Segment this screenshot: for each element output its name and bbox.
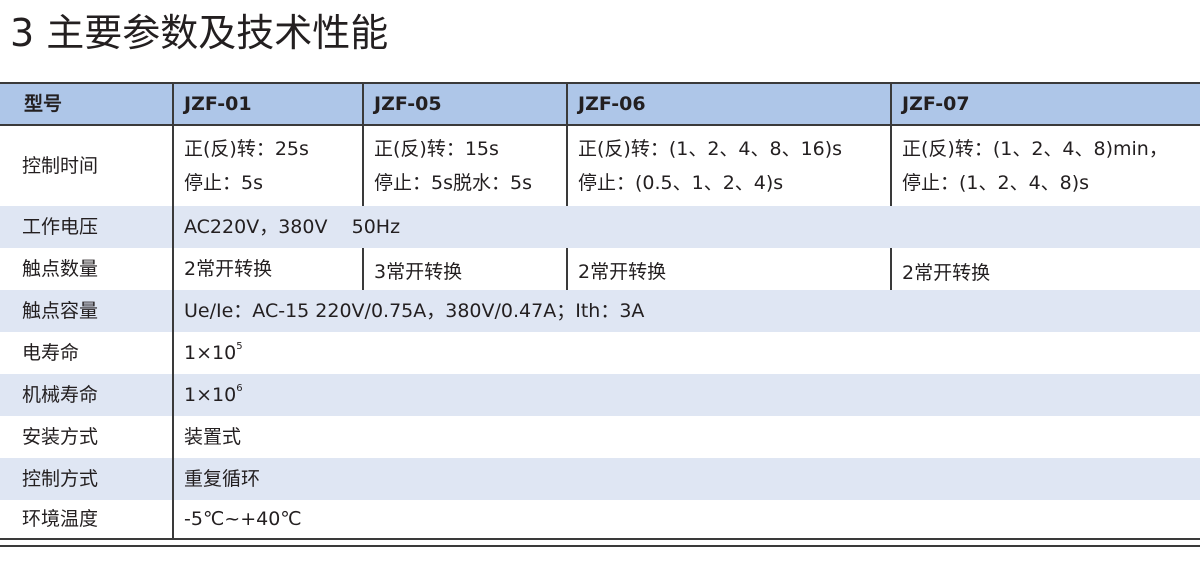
table-row: 电寿命 1×105 xyxy=(0,332,1200,374)
section-title: 3 主要参数及技术性能 xyxy=(10,11,389,55)
table-bottom-rule xyxy=(0,538,1200,540)
header-model: JZF-01 xyxy=(184,93,252,115)
row-label: 控制时间 xyxy=(22,155,99,177)
row-value: AC220V，380V 50Hz xyxy=(184,216,401,238)
table-row: 控制时间 正(反)转：25s 停止：5s 正(反)转：15s 停止：5s脱水：5s … xyxy=(0,126,1200,206)
row-value: -5℃~+40℃ xyxy=(184,508,302,530)
table-row: 触点数量 2常开转换 3常开转换 2常开转换 2常开转换 xyxy=(0,248,1200,290)
row-value: 2常开转换 xyxy=(184,258,273,280)
cell-line: 正(反)转：(1、2、4、8、16)s xyxy=(578,138,843,160)
row-value: 2常开转换 xyxy=(902,262,991,284)
cell-line: 停止：5s xyxy=(184,172,263,194)
header-model: JZF-06 xyxy=(578,93,646,115)
row-label: 安装方式 xyxy=(22,426,99,448)
table-row: 触点容量 Ue/Ie：AC-15 220V/0.75A，380V/0.47A；I… xyxy=(0,290,1200,332)
row-label: 环境温度 xyxy=(22,508,99,530)
table-row: 机械寿命 1×106 xyxy=(0,374,1200,416)
row-label: 机械寿命 xyxy=(22,384,99,406)
table-row: 控制方式 重复循环 xyxy=(0,458,1200,500)
row-value: 3常开转换 xyxy=(374,261,463,283)
table-header: 型号 JZF-01 JZF-05 JZF-06 JZF-07 xyxy=(0,82,1200,126)
row-label: 工作电压 xyxy=(22,216,99,238)
row-value: 1×105 xyxy=(184,341,243,364)
cell-line: 正(反)转：(1、2、4、8)min， xyxy=(902,138,1168,160)
row-label: 触点容量 xyxy=(22,300,99,322)
cell-line: 正(反)转：25s xyxy=(184,138,309,160)
header-model: JZF-05 xyxy=(374,93,442,115)
row-value: 2常开转换 xyxy=(578,261,667,283)
cell-line: 停止：5s脱水：5s xyxy=(374,172,532,194)
row-value: 装置式 xyxy=(184,426,242,448)
row-value: 1×106 xyxy=(184,383,243,406)
row-value: 重复循环 xyxy=(184,468,261,490)
row-value: Ue/Ie：AC-15 220V/0.75A，380V/0.47A；Ith：3A xyxy=(184,300,645,322)
row-label: 触点数量 xyxy=(22,258,99,280)
header-model: JZF-07 xyxy=(902,93,970,115)
cell-line: 停止：(0.5、1、2、4)s xyxy=(578,172,784,194)
table-row: 环境温度 -5℃~+40℃ xyxy=(0,500,1200,538)
table-row: 安装方式 装置式 xyxy=(0,416,1200,458)
table-row: 工作电压 AC220V，380V 50Hz xyxy=(0,206,1200,248)
cell-line: 正(反)转：15s xyxy=(374,138,499,160)
row-label: 电寿命 xyxy=(22,342,80,364)
cell-line: 停止：(1、2、4、8)s xyxy=(902,172,1090,194)
table-bottom-rule xyxy=(0,545,1200,547)
row-label: 控制方式 xyxy=(22,468,99,490)
header-model-label: 型号 xyxy=(24,93,63,115)
